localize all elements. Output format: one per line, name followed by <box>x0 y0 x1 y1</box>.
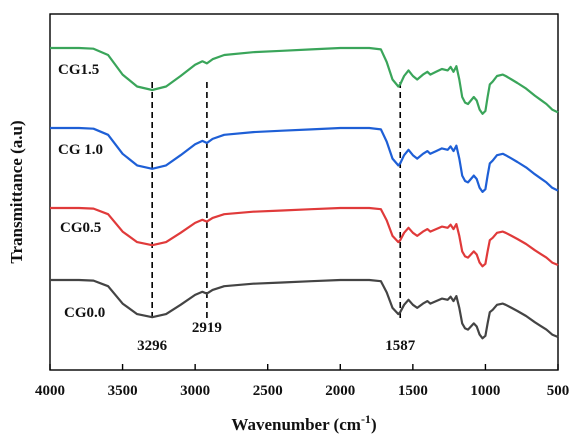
series-label-0: CG1.5 <box>58 62 99 78</box>
x-tick-label-0: 4000 <box>35 383 65 399</box>
x-axis-title-sup: -1 <box>361 412 371 426</box>
series-label-1: CG 1.0 <box>58 142 103 158</box>
peak-label-2: 1587 <box>385 338 416 354</box>
peak-label-1: 2919 <box>192 320 222 336</box>
series-line-2 <box>50 206 559 268</box>
labels-layer: CG1.5 CG 1.0 CG0.5 CG0.0 <box>58 62 105 321</box>
peak-label-0: 3296 <box>137 338 168 354</box>
x-tick-label-2: 3000 <box>180 383 210 399</box>
x-tick-label-1: 3500 <box>108 383 138 399</box>
x-tick-label-4: 2000 <box>325 383 355 399</box>
x-tick-label-3: 2500 <box>253 383 283 399</box>
series-label-3: CG0.0 <box>64 305 105 321</box>
series-label-2: CG0.5 <box>60 220 101 236</box>
y-axis-title: Transmittance (a.u) <box>7 120 26 263</box>
plot-frame <box>49 13 559 371</box>
x-axis-title-close: ) <box>371 415 377 434</box>
x-tick-label-6: 1000 <box>470 383 500 399</box>
x-ticks: 4000 3500 3000 2500 2000 1500 1000 500 <box>35 364 569 399</box>
x-tick-label-7: 500 <box>547 383 570 399</box>
series-line-3 <box>50 278 559 340</box>
series-line-1 <box>50 126 559 193</box>
x-axis-title: Wavenumber (cm-1) <box>231 412 376 434</box>
x-axis-title-main: Wavenumber (cm <box>231 415 361 434</box>
x-tick-label-5: 1500 <box>398 383 428 399</box>
series-layer <box>50 46 559 340</box>
peak-lines: 3296 2919 1587 <box>137 82 416 354</box>
series-line-0 <box>50 46 559 115</box>
